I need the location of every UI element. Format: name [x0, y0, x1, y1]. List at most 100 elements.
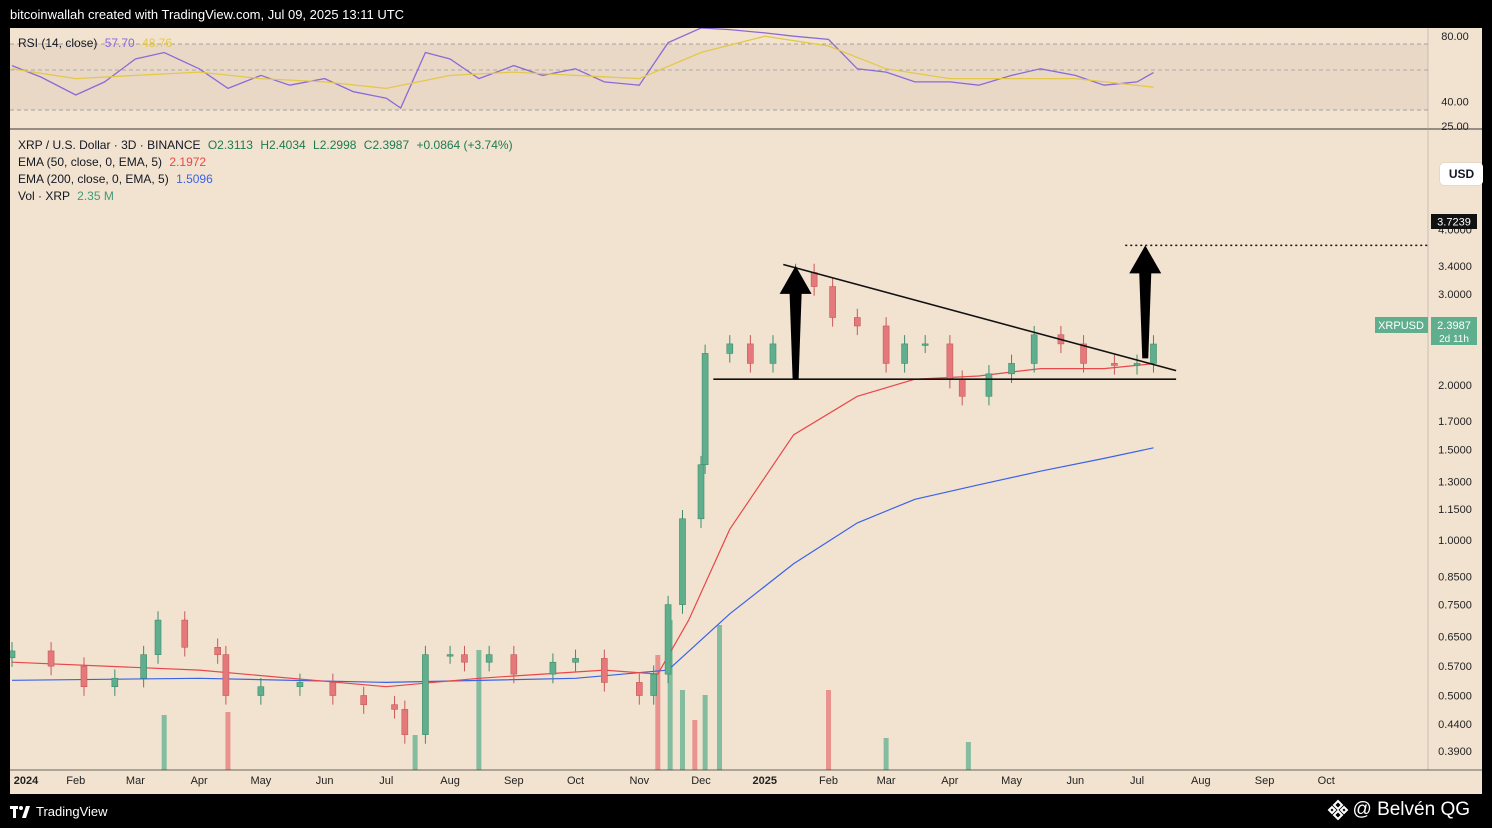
price-tick-label: 0.4400 — [1438, 719, 1472, 731]
candle-body — [257, 686, 265, 696]
ema200-line — [11, 447, 1154, 684]
candle-body — [882, 325, 890, 364]
candle-body — [921, 343, 929, 346]
ema50-legend-value: 2.1972 — [169, 155, 207, 169]
volume-bar — [655, 655, 661, 770]
candle-body — [47, 650, 55, 667]
price-tick-label: 0.6500 — [1438, 632, 1472, 644]
candle-body — [360, 695, 367, 705]
time-tick-label: Oct — [1318, 775, 1335, 787]
last-price-label: 2.3987 — [1437, 320, 1471, 332]
time-tick-label: May — [1001, 775, 1022, 787]
ohlc-change: +0.0864 (+3.74%) — [416, 138, 513, 152]
diamond-logo-icon — [1327, 799, 1348, 821]
candle-body — [810, 272, 818, 287]
time-tick-label: Aug — [1191, 775, 1211, 787]
candle-body — [222, 654, 230, 696]
tradingview-logo-text: TradingView — [36, 804, 108, 819]
price-tick-label: 0.3900 — [1438, 746, 1472, 758]
volume-bar — [692, 720, 698, 770]
candle-body — [140, 654, 147, 679]
time-tick-label: Aug — [440, 775, 460, 787]
candle-body — [572, 658, 579, 663]
price-tick-label: 0.5700 — [1438, 661, 1472, 673]
ema200-legend-value: 1.5096 — [176, 172, 213, 186]
candle-body — [1111, 363, 1118, 366]
candle-body — [401, 709, 409, 735]
time-tick-label: Jul — [1130, 775, 1144, 787]
rsi-legend-value: 57.70 — [104, 36, 135, 50]
rsi-band — [10, 44, 1428, 110]
candle-body — [1150, 343, 1157, 364]
candle-body — [726, 343, 734, 354]
candle-body — [664, 604, 672, 675]
candle-body — [958, 378, 966, 397]
rsi-tick-label: 25.00 — [1441, 121, 1469, 133]
breakout-arrow[interactable] — [1129, 245, 1162, 359]
candle-body — [422, 654, 429, 735]
candle-body — [214, 646, 221, 655]
candle-body — [854, 317, 861, 327]
candle-body — [679, 518, 686, 605]
rsi-tick-label: 80.00 — [1441, 31, 1469, 43]
ema200-layer — [11, 447, 1154, 684]
price-tick-label: 1.5000 — [1438, 444, 1472, 456]
candle-body — [111, 677, 119, 688]
candle-body — [946, 343, 954, 380]
volume-bar — [883, 738, 889, 770]
rsi-tick-label: 40.00 — [1441, 97, 1469, 109]
candle-body — [650, 673, 657, 696]
candle-body — [8, 650, 16, 659]
symbol-tag-label: XRPUSD — [1378, 320, 1424, 332]
ema50-line — [11, 363, 1154, 688]
candle-body — [391, 704, 398, 710]
watermark: @ Belvén QG — [1327, 795, 1471, 825]
watermark-text: @ Belvén QG — [1352, 799, 1471, 820]
volume-bars-layer — [161, 620, 971, 770]
resistance-line[interactable] — [783, 263, 1177, 372]
ohlc-open: O2.3113 — [207, 138, 253, 152]
time-tick-label: Sep — [1255, 775, 1275, 787]
countdown-label: 2d 11h — [1439, 334, 1469, 345]
symbol-line: XRP / U.S. Dollar · 3D · BINANCE — [18, 138, 201, 152]
ema50-legend: EMA (50, close, 0, EMA, 5) 2.1972 — [18, 155, 206, 169]
currency-button[interactable]: USD — [1440, 163, 1483, 185]
volume-bar — [225, 712, 231, 770]
ema200-legend: EMA (200, close, 0, EMA, 5) 1.5096 — [18, 172, 213, 186]
tradingview-logo[interactable]: TradingView — [10, 797, 108, 827]
attribution-text: bitcoinwallah created with TradingView.c… — [10, 7, 405, 22]
time-tick-label: Jul — [379, 775, 393, 787]
breakout-arrow[interactable] — [779, 265, 812, 380]
time-tick-label: 2025 — [753, 775, 777, 787]
candle-body — [769, 343, 777, 364]
symbol-legend: XRP / U.S. Dollar · 3D · BINANCE O2.3113… — [18, 138, 513, 152]
candle-body — [635, 682, 643, 696]
time-tick-label: Feb — [66, 775, 85, 787]
candle-body — [747, 343, 754, 364]
volume-bar — [679, 690, 685, 770]
price-tick-label: 2.0000 — [1438, 380, 1472, 392]
candle-body — [829, 286, 836, 318]
ohlc-high: H2.4034 — [260, 138, 306, 152]
volume-legend: Vol · XRP 2.35 M — [18, 189, 114, 203]
annotations-layer — [713, 244, 1428, 381]
volume-bar — [667, 620, 673, 770]
volume-bar — [476, 650, 482, 770]
candle-body — [1080, 343, 1087, 364]
time-tick-label: Apr — [941, 775, 958, 787]
ohlc-low: L2.2998 — [313, 138, 357, 152]
candle-body — [985, 373, 993, 397]
arrow-shape — [779, 265, 812, 380]
volume-bar — [702, 695, 708, 770]
volume-bar — [717, 625, 723, 770]
time-tick-label: Sep — [504, 775, 524, 787]
time-tick-label: Mar — [877, 775, 896, 787]
time-tick-label: Mar — [126, 775, 145, 787]
time-tick-label: Dec — [691, 775, 711, 787]
time-axis: 2024 Feb Mar Apr May Jun Jul Aug Sep Oct Nov Dec 202… — [14, 775, 1335, 787]
last-price-tag: XRPUSD 2.3987 2d 11h — [1375, 317, 1477, 345]
time-tick-label: May — [250, 775, 271, 787]
rsi-legend-label: RSI (14, close) — [18, 36, 98, 50]
